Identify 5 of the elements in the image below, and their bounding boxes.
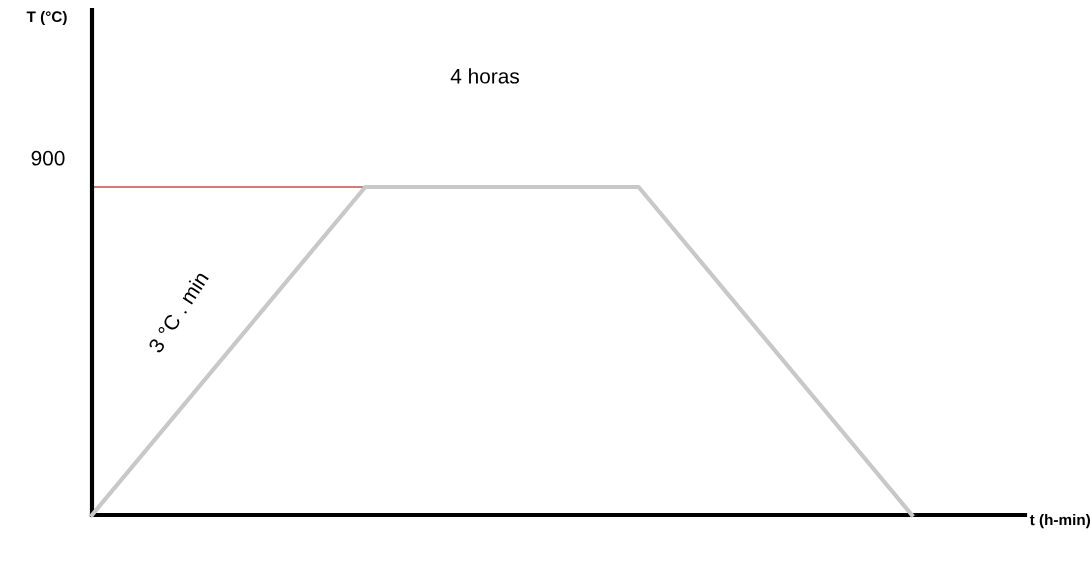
text: T (°C): [26, 10, 67, 26]
annotation: 3 °C . min: [147, 270, 209, 354]
text: 900: [31, 150, 65, 166]
x-axis-title: t (h-min): [1029, 513, 1090, 529]
text: 4 horas: [450, 68, 519, 84]
